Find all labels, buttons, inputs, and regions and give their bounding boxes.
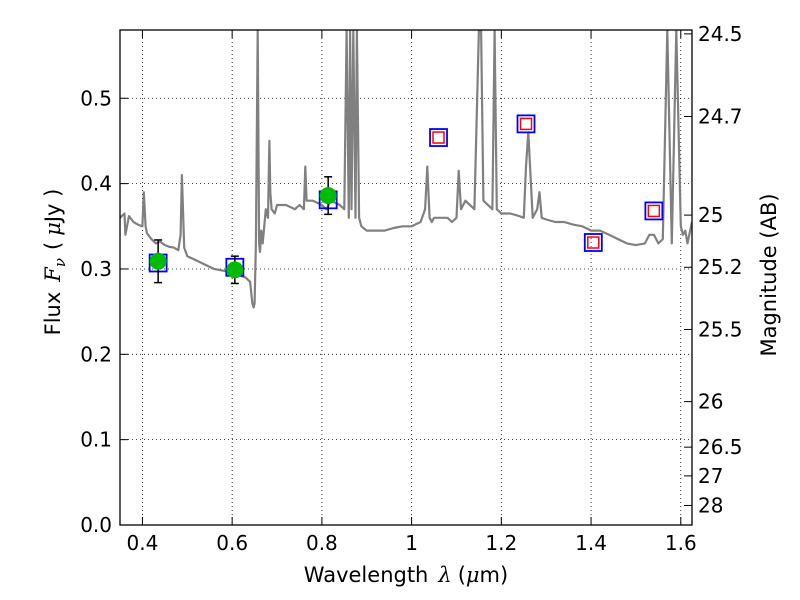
x-axis-label-symbol: λ	[437, 563, 451, 587]
y2-tick-label: 28	[698, 493, 723, 517]
y-axis-label-symbol: F	[41, 266, 65, 283]
x-tick-label: 0.4	[127, 531, 159, 555]
spectrum-layer	[120, 30, 692, 309]
observed-point	[226, 261, 244, 279]
y-tick-label: 0.2	[80, 342, 112, 366]
y2-tick-label: 24.5	[698, 22, 743, 46]
y2-tick-label: 25.5	[698, 317, 743, 341]
x-axis-label-unit-open: (	[458, 563, 466, 587]
model-spectrum-line	[120, 30, 692, 309]
ticks-layer: 0.4 0.6 0.8 1 1.2 1.4 1.6 0.0 0.1 0.2 0.3 0.4 0.5 24.…	[80, 22, 742, 555]
x-axis-label-unit-rest: m)	[480, 563, 509, 587]
y-tick-label: 0.3	[80, 257, 112, 281]
upper-limit-marker	[647, 204, 661, 218]
x-tick-label: 1.6	[665, 531, 697, 555]
observed-point	[319, 187, 337, 205]
y-axis-label-unit-open: (	[41, 242, 65, 250]
y2-axis-label: Magnitude (AB)	[757, 193, 781, 356]
observed-point	[149, 252, 167, 270]
y2-tick-label: 25	[698, 203, 723, 227]
upper-limit-marker	[587, 236, 600, 249]
y2-tick-label: 24.7	[698, 104, 743, 128]
model-band-marker	[429, 128, 448, 147]
x-axis-label-prefix: Wavelength	[304, 563, 429, 587]
x-tick-label: 1.4	[575, 531, 607, 555]
y-tick-label: 0.4	[80, 172, 112, 196]
plot-background	[120, 30, 692, 525]
y-axis-label-subscript: ν	[51, 258, 69, 267]
x-tick-label: 1.2	[485, 531, 517, 555]
y-axis-label: Flux Fν ( μJy )	[41, 189, 69, 336]
y2-tick-label: 26	[698, 390, 723, 414]
y-axis-label-prefix: Flux	[41, 292, 65, 336]
y2-tick-label: 27	[698, 464, 723, 488]
model-band-marker	[644, 201, 664, 221]
y-tick-label: 0.1	[80, 428, 112, 452]
y2-tick-label: 26.5	[698, 435, 743, 459]
y-axis-label-unit-mu: μ	[41, 222, 65, 236]
upper-limit-marker	[432, 131, 445, 144]
x-axis-label: Wavelength λ (μm)	[304, 563, 508, 587]
upper-limit-marker	[519, 117, 533, 131]
model-band-marker	[583, 233, 603, 252]
y-tick-label: 0.5	[80, 86, 112, 110]
x-axis-label-unit-mu: μ	[466, 563, 480, 587]
y-axis-label-unit-rest: Jy )	[41, 189, 65, 225]
model-band-marker	[516, 114, 536, 134]
plot-frame	[119, 29, 693, 526]
markers-layer	[148, 114, 664, 285]
y-tick-label: 0.0	[80, 513, 112, 537]
x-tick-label: 0.6	[216, 531, 248, 555]
y2-tick-label: 25.2	[698, 255, 743, 279]
x-tick-label: 1	[405, 531, 418, 555]
x-tick-label: 0.8	[306, 531, 338, 555]
